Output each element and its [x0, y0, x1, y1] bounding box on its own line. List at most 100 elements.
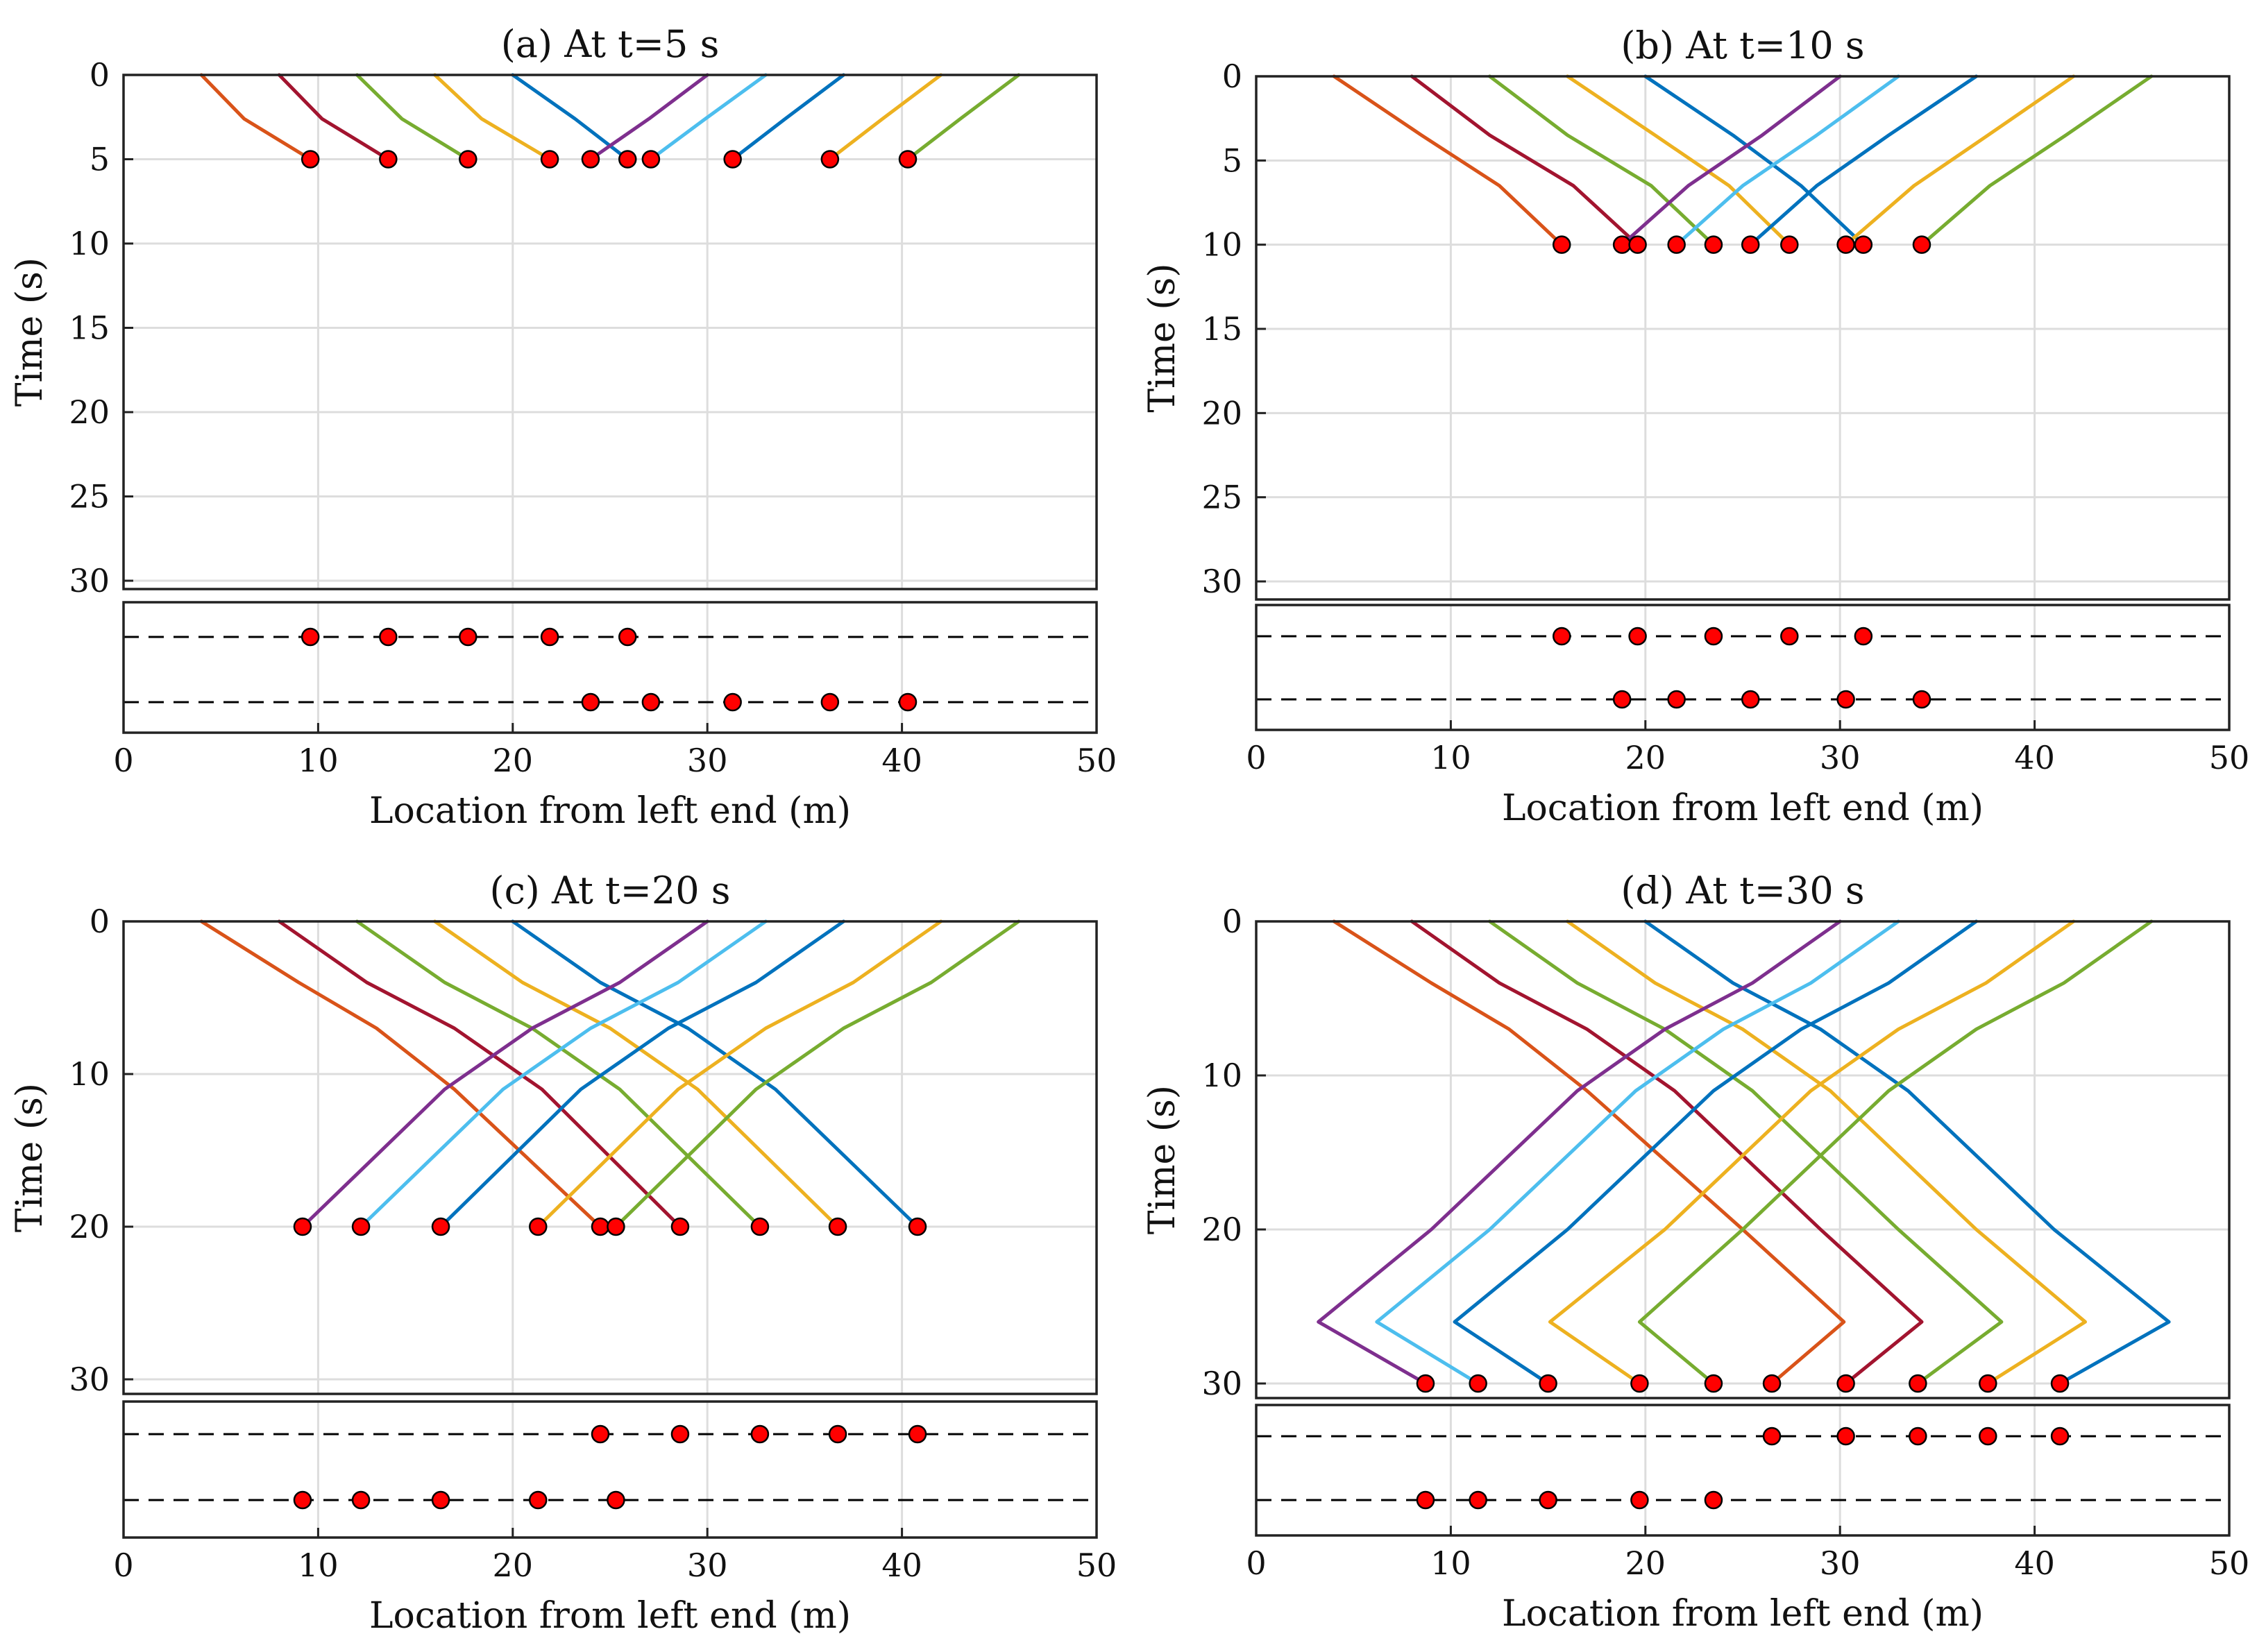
end-marker [351, 1217, 371, 1236]
x-tick-label: 30 [1820, 1544, 1861, 1582]
end-marker [670, 1217, 690, 1236]
series-line-car-7 [649, 73, 768, 161]
series-line-car-9 [1844, 74, 2076, 247]
lane-vehicle-marker [1979, 1427, 1997, 1446]
end-marker [301, 150, 320, 169]
series-line-car-3 [1488, 919, 2004, 1386]
end-marker [1612, 235, 1632, 254]
main-axes-frame [122, 920, 1098, 1395]
end-marker [908, 1217, 927, 1236]
series-line-car-7 [1675, 74, 1900, 247]
series-line-car-9 [828, 73, 943, 161]
x-tick-label: 0 [1246, 1544, 1266, 1582]
lane-vehicle-marker [379, 627, 398, 647]
x-tick-label: 20 [493, 1547, 534, 1584]
lane-vehicle-marker [750, 1424, 770, 1444]
y-tick-label: 30 [1201, 1365, 1242, 1402]
y-tick-label: 20 [69, 1208, 110, 1245]
lane-vehicle-marker [2050, 1427, 2070, 1446]
series-group [1317, 919, 2171, 1386]
x-tick-label: 50 [1076, 742, 1117, 779]
end-marker [1912, 235, 1931, 254]
x-axis-label: Location from left end (m) [1502, 787, 1984, 829]
end-markers [1416, 1374, 2070, 1393]
y-tick-label: 20 [1201, 1211, 1242, 1248]
lane-vehicle-marker [1780, 627, 1799, 646]
series-line-car-4 [1566, 74, 1791, 247]
end-marker [641, 150, 661, 169]
end-marker [581, 150, 600, 169]
lane-strip [1256, 627, 2229, 709]
lane-vehicle-marker [459, 627, 477, 647]
lane-vehicle-marker [581, 692, 600, 712]
end-marker [1469, 1374, 1487, 1393]
lane-vehicle-marker [1552, 627, 1571, 646]
series-line-car-6 [589, 73, 709, 161]
x-tick-label: 10 [1430, 739, 1471, 776]
series-line-car-6 [1317, 919, 1842, 1386]
main-axes-frame [1255, 75, 2231, 601]
x-tick-label: 10 [1430, 1544, 1471, 1582]
x-tick-label: 20 [1625, 1544, 1666, 1582]
lane-vehicle-marker [1909, 1427, 1927, 1446]
end-marker [529, 1217, 548, 1236]
series-line-car-10 [906, 73, 1021, 161]
series-line-car-3 [355, 73, 470, 161]
lane-strip [124, 627, 1097, 712]
end-marker [591, 1217, 610, 1236]
main-axes-frame [122, 74, 1098, 590]
end-marker [1836, 1374, 1855, 1393]
lane-vehicle-marker [1912, 690, 1931, 709]
lane-vehicle-marker [1628, 627, 1647, 646]
series-line-car-2 [1410, 74, 1640, 247]
series-line-car-6 [1620, 74, 1842, 247]
y-tick-label: 10 [1201, 226, 1242, 264]
series-line-car-2 [277, 919, 682, 1229]
x-tick-label: 40 [881, 1547, 922, 1584]
x-axis-label: Location from left end (m) [369, 1595, 851, 1637]
series-line-car-4 [433, 73, 552, 161]
series-line-car-3 [1488, 74, 1716, 247]
lane-vehicle-marker [301, 627, 320, 647]
x-tick-label: 0 [1246, 739, 1266, 776]
x-axis-label: Location from left end (m) [369, 790, 851, 832]
x-tick-label: 30 [1820, 739, 1861, 776]
end-marker [820, 150, 840, 169]
y-tick-label: 25 [1201, 479, 1242, 516]
y-tick-label: 15 [1201, 310, 1242, 348]
x-tick-label: 30 [687, 1547, 728, 1584]
lane-vehicle-marker [908, 1424, 927, 1444]
end-marker [431, 1217, 450, 1236]
series-line-car-2 [277, 73, 390, 161]
lane-vehicle-marker [540, 627, 559, 647]
end-marker [379, 150, 398, 169]
y-tick-label: 25 [69, 478, 110, 516]
x-tick-label: 50 [2209, 1544, 2250, 1582]
x-tick-label: 10 [298, 742, 339, 779]
panel-title: (a) At t=5 s [501, 22, 720, 66]
series-line-car-1 [199, 73, 312, 161]
y-tick-label: 5 [1222, 142, 1242, 179]
end-marker [1628, 235, 1647, 254]
end-marker [1704, 235, 1723, 254]
y-tick-label: 10 [1201, 1057, 1242, 1094]
end-marker [1780, 235, 1799, 254]
x-tick-label: 30 [687, 742, 728, 779]
y-axis-label: Time (s) [9, 1083, 51, 1232]
series-line-car-9 [536, 919, 943, 1229]
series-group [199, 919, 1021, 1229]
y-tick-label: 30 [1201, 563, 1242, 600]
lane-vehicle-marker [351, 1490, 371, 1510]
series-line-car-9 [1548, 919, 2076, 1386]
lane-vehicle-marker [607, 1490, 625, 1510]
lane-vehicle-marker [1854, 627, 1873, 646]
series-line-car-5 [511, 919, 920, 1229]
lane-vehicle-marker [670, 1424, 690, 1444]
lane-vehicle-marker [591, 1424, 610, 1444]
lane-axes-frame [1255, 1404, 2231, 1537]
lane-vehicle-marker [1836, 690, 1855, 709]
y-axis-label: Time (s) [1142, 263, 1183, 412]
end-marker [293, 1217, 312, 1236]
lane-vehicle-marker [1469, 1490, 1487, 1510]
